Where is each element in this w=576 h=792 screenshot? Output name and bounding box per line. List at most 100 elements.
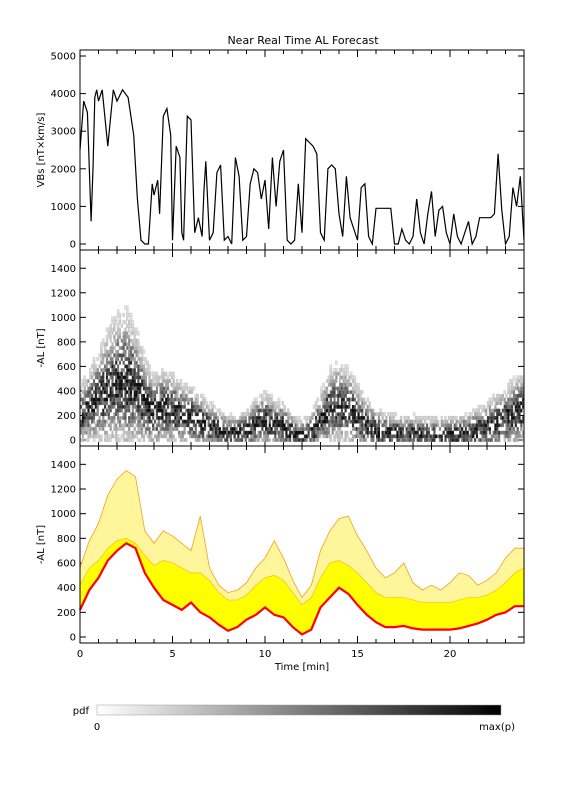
heatmap-cell (141, 364, 144, 369)
heatmap-cell (128, 346, 131, 350)
heatmap-cell (109, 371, 112, 376)
heatmap-cell (148, 412, 151, 417)
heatmap-cell (150, 419, 153, 424)
heatmap-cell (81, 419, 84, 424)
heatmap-cell (91, 397, 94, 402)
heatmap-cell (344, 408, 347, 413)
heatmap-cell (333, 394, 336, 398)
heatmap-cell (98, 401, 101, 406)
heatmap-cell (150, 434, 153, 439)
heatmap-cell (220, 412, 223, 417)
heatmap-cell (335, 423, 338, 428)
heatmap-cell (122, 430, 125, 435)
heatmap-cell (200, 423, 203, 428)
heatmap-cell (81, 434, 84, 439)
heatmap-cell (91, 386, 94, 391)
heatmap-cell (475, 419, 479, 424)
heatmap-cell (166, 379, 170, 383)
heatmap-cell (226, 438, 229, 442)
heatmap-cell (128, 390, 131, 394)
heatmap-cell (498, 401, 501, 406)
heatmap-cell (516, 405, 519, 409)
heatmap-cell (300, 438, 303, 442)
heatmap-cell (281, 427, 284, 431)
heatmap-cell (159, 386, 162, 391)
heatmap-cell (152, 416, 155, 420)
heatmap-cell (259, 419, 262, 424)
heatmap-cell (128, 353, 131, 358)
heatmap-cell (142, 364, 146, 369)
heatmap-cell (337, 405, 340, 409)
heatmap-cell (340, 423, 343, 428)
heatmap-cell (118, 386, 121, 391)
heatmap-cell (359, 408, 362, 413)
heatmap-cell (222, 419, 225, 424)
heatmap-cell (126, 342, 129, 347)
heatmap-cell (522, 438, 525, 442)
heatmap-cell (118, 371, 121, 376)
heatmap-cell (353, 397, 356, 402)
heatmap-cell (270, 408, 273, 413)
heatmap-cell (350, 438, 353, 442)
heatmap-cell (377, 416, 380, 420)
x-tick-label: 10 (259, 649, 272, 660)
heatmap-cell (477, 416, 480, 420)
heatmap-cell (166, 419, 170, 424)
heatmap-cell (314, 401, 318, 406)
heatmap-cell (496, 416, 499, 420)
heatmap-cell (137, 382, 140, 387)
heatmap-cell (277, 434, 281, 439)
heatmap-cell (81, 390, 84, 394)
heatmap-cell (176, 379, 179, 384)
heatmap-cell (237, 430, 240, 435)
heatmap-cell (139, 382, 142, 387)
heatmap-cell (192, 434, 195, 439)
heatmap-cell (129, 434, 133, 439)
heatmap-cell (331, 430, 334, 435)
heatmap-cell (340, 416, 343, 420)
heatmap-cell (350, 408, 353, 413)
heatmap-cell (303, 438, 306, 442)
heatmap-cell (148, 427, 151, 431)
heatmap-cell (207, 438, 210, 442)
heatmap-cell (274, 427, 277, 431)
heatmap-cell (131, 401, 134, 406)
heatmap-cell (333, 423, 336, 428)
heatmap-cell (522, 386, 525, 391)
heatmap-cell (289, 416, 292, 420)
heatmap-cell (137, 338, 140, 343)
heatmap-cell (179, 382, 183, 387)
heatmap-cell (252, 408, 255, 413)
heatmap-cell (122, 412, 125, 417)
heatmap-cell (462, 438, 466, 442)
heatmap-cell (446, 419, 449, 424)
heatmap-cell (215, 427, 218, 431)
heatmap-cell (490, 412, 493, 417)
heatmap-cell (394, 412, 397, 417)
heatmap-cell (392, 423, 395, 428)
heatmap-cell (202, 427, 205, 431)
heatmap-cell (96, 405, 99, 409)
heatmap-cell (418, 434, 421, 439)
heatmap-cell (105, 386, 109, 391)
heatmap-cell (131, 346, 134, 350)
heatmap-cell (390, 423, 393, 428)
heatmap-cell (370, 416, 373, 420)
heatmap-cell (503, 401, 506, 406)
heatmap-cell (326, 416, 329, 420)
heatmap-cell (503, 397, 506, 402)
heatmap-cell (496, 438, 499, 442)
heatmap-cell (87, 419, 90, 424)
heatmap-cell (118, 394, 121, 398)
heatmap-cell (377, 427, 380, 431)
heatmap-cell (124, 320, 127, 325)
heatmap-cell (98, 371, 101, 376)
heatmap-cell (331, 412, 334, 417)
heatmap-cell (129, 379, 133, 383)
heatmap-cell (120, 379, 123, 383)
heatmap-cell (185, 394, 188, 398)
heatmap-cell (218, 412, 221, 417)
heatmap-cell (102, 416, 105, 420)
heatmap-cell (170, 434, 173, 439)
heatmap-cell (344, 438, 347, 442)
